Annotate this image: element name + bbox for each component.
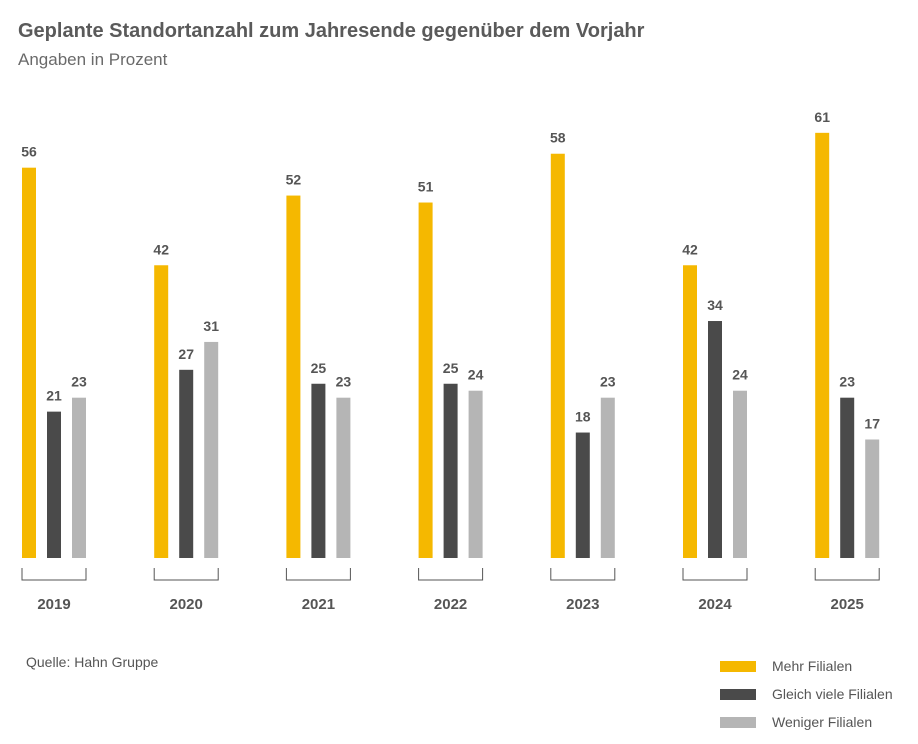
data-label-weniger-filialen-2024: 24 (732, 367, 748, 383)
legend-label-mehr-filialen: Mehr Filialen (772, 658, 853, 674)
category-bracket-2025 (814, 568, 880, 581)
data-label-mehr-filialen-2023: 58 (550, 130, 566, 146)
bar-weniger-filialen-2023 (600, 397, 615, 558)
bar-mehr-filialen-2023 (550, 153, 565, 559)
chart-subtitle: Angaben in Prozent (18, 50, 168, 69)
bar-mehr-filialen-2019 (22, 167, 36, 558)
x-tick-label-2019: 2019 (37, 596, 70, 613)
category-bracket-2021 (285, 568, 351, 581)
data-label-mehr-filialen-2025: 61 (814, 109, 830, 125)
bar-mehr-filialen-2024 (683, 265, 697, 558)
data-label-gleich-viele-filialen-2021: 25 (311, 360, 327, 376)
bar-weniger-filialen-2024 (733, 390, 747, 558)
x-tick-label-2025: 2025 (831, 596, 864, 613)
data-label-mehr-filialen-2021: 52 (286, 172, 302, 188)
data-label-weniger-filialen-2023: 23 (600, 374, 616, 390)
legend-swatch-weniger-filialen (720, 716, 756, 728)
bar-gleich-viele-filialen-2022 (443, 383, 458, 558)
legend-swatch-gleich-viele-filialen (720, 688, 756, 700)
x-tick-label-2024: 2024 (698, 596, 732, 613)
category-bracket-2022 (418, 568, 484, 581)
bar-gleich-viele-filialen-2020 (179, 369, 194, 558)
data-label-gleich-viele-filialen-2020: 27 (178, 346, 194, 362)
bar-gleich-viele-filialen-2024 (708, 321, 722, 558)
x-tick-label-2021: 2021 (302, 596, 335, 613)
bar-gleich-viele-filialen-2019 (47, 411, 61, 558)
category-bracket-2020 (153, 568, 219, 581)
bar-weniger-filialen-2025 (865, 439, 880, 558)
data-label-weniger-filialen-2022: 24 (468, 367, 484, 383)
data-label-mehr-filialen-2022: 51 (418, 179, 434, 195)
data-label-mehr-filialen-2024: 42 (682, 241, 698, 257)
bar-mehr-filialen-2021 (286, 195, 301, 558)
x-tick-label-2023: 2023 (566, 596, 599, 613)
bar-mehr-filialen-2020 (154, 265, 169, 558)
legend-swatch-mehr-filialen (720, 660, 756, 672)
bar-weniger-filialen-2022 (468, 390, 483, 558)
source-note: Quelle: Hahn Gruppe (26, 654, 159, 670)
data-label-mehr-filialen-2020: 42 (153, 241, 169, 257)
bar-gleich-viele-filialen-2021 (311, 383, 326, 558)
category-bracket-2024 (682, 568, 748, 581)
legend-item-gleich-viele-filialen: Gleich viele Filialen (720, 680, 893, 708)
data-label-gleich-viele-filialen-2025: 23 (839, 374, 855, 390)
data-label-gleich-viele-filialen-2024: 34 (707, 297, 723, 313)
data-label-gleich-viele-filialen-2023: 18 (575, 409, 591, 425)
data-label-weniger-filialen-2019: 23 (71, 374, 87, 390)
legend-item-weniger-filialen: Weniger Filialen (720, 708, 893, 736)
bar-weniger-filialen-2019 (72, 397, 86, 558)
bar-chart: 56 21 23 2019 42 27 31 2020 52 25 23 2021 51 25 24 2022… (21, 109, 880, 613)
legend-label-weniger-filialen: Weniger Filialen (772, 714, 873, 730)
bar-weniger-filialen-2020 (204, 341, 219, 558)
x-tick-label-2020: 2020 (170, 596, 203, 613)
x-tick-label-2022: 2022 (434, 596, 467, 613)
bar-gleich-viele-filialen-2023 (575, 432, 590, 558)
data-label-weniger-filialen-2025: 17 (864, 416, 880, 432)
data-label-weniger-filialen-2021: 23 (336, 374, 352, 390)
legend-label-gleich-viele-filialen: Gleich viele Filialen (772, 686, 893, 702)
legend: Mehr Filialen Gleich viele Filialen Weni… (720, 652, 893, 736)
bar-weniger-filialen-2021 (336, 397, 351, 558)
category-bracket-2023 (550, 568, 616, 581)
data-label-mehr-filialen-2019: 56 (21, 144, 37, 160)
bar-mehr-filialen-2022 (418, 202, 433, 558)
chart-title: Geplante Standortanzahl zum Jahresende g… (18, 20, 645, 42)
category-bracket-2019 (21, 568, 87, 581)
data-label-gleich-viele-filialen-2019: 21 (46, 388, 62, 404)
bar-gleich-viele-filialen-2025 (840, 397, 855, 558)
legend-item-mehr-filialen: Mehr Filialen (720, 652, 893, 680)
bar-mehr-filialen-2025 (815, 132, 830, 558)
data-label-gleich-viele-filialen-2022: 25 (443, 360, 459, 376)
data-label-weniger-filialen-2020: 31 (203, 318, 219, 334)
